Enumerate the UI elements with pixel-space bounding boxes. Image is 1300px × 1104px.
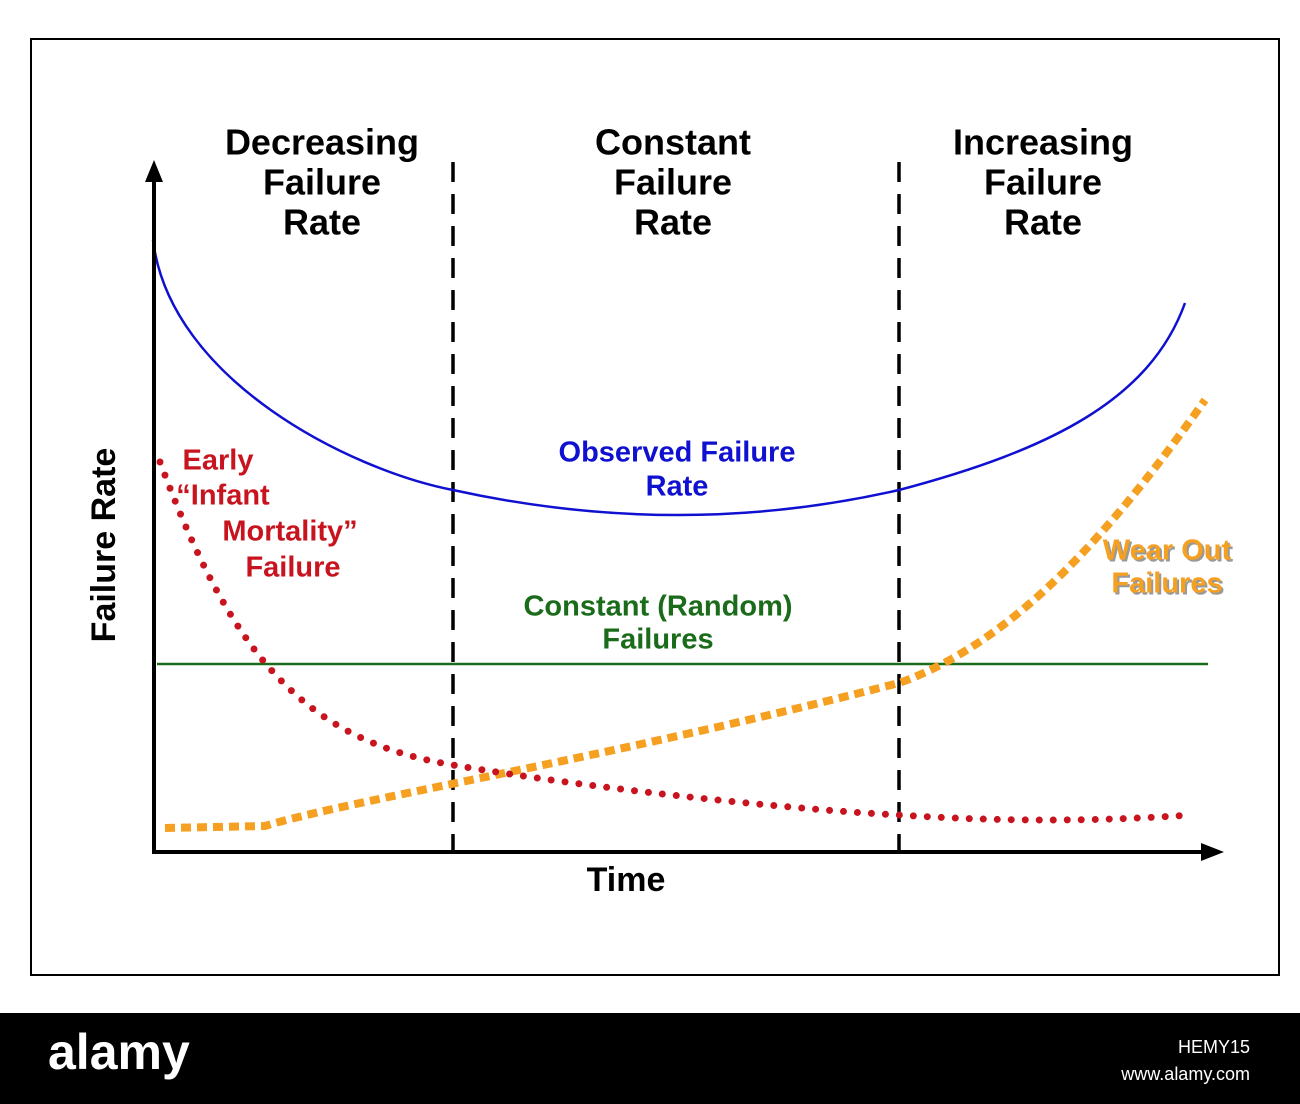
region-label: Rate [1004, 202, 1082, 243]
region-label: Decreasing [225, 122, 419, 163]
infant-mortality-curve [156, 458, 1194, 824]
y-axis-label: Failure Rate [85, 448, 123, 643]
curve-label-shadow: Failures [1113, 570, 1224, 602]
url: www.alamy.com [1120, 1064, 1250, 1084]
curve-label: Observed Failure [559, 437, 796, 469]
curve-label: Failures [602, 624, 713, 656]
wear-out-curve [164, 397, 1209, 832]
region-label: Rate [634, 202, 712, 243]
region-label: Failure [984, 162, 1102, 203]
curve-label: Failures [1111, 568, 1222, 600]
region-label: Increasing [953, 122, 1133, 163]
curve-label: Rate [646, 471, 709, 503]
region-label: Failure [614, 162, 732, 203]
curve-label: Mortality” [222, 516, 357, 548]
curve-label: Wear Out [1103, 535, 1232, 567]
region-label: Failure [263, 162, 381, 203]
curve-label: Early [183, 445, 254, 477]
x-axis-arrow [1201, 843, 1224, 861]
image-id: HEMY15 [1178, 1037, 1250, 1057]
region-label: Constant [595, 122, 751, 163]
curve-label: Failure [245, 552, 340, 584]
observed-curve [151, 239, 1187, 517]
x-axis-label: Time [587, 861, 666, 899]
curve-label-shadow: Wear Out [1105, 537, 1234, 569]
footer-bar [0, 1013, 1300, 1104]
frame [30, 38, 1280, 976]
curve-label: “Infant [176, 480, 270, 512]
brand: alamy [48, 1024, 190, 1080]
curve-label: Constant (Random) [523, 591, 792, 623]
region-label: Rate [283, 202, 361, 243]
y-axis-arrow [145, 160, 163, 182]
